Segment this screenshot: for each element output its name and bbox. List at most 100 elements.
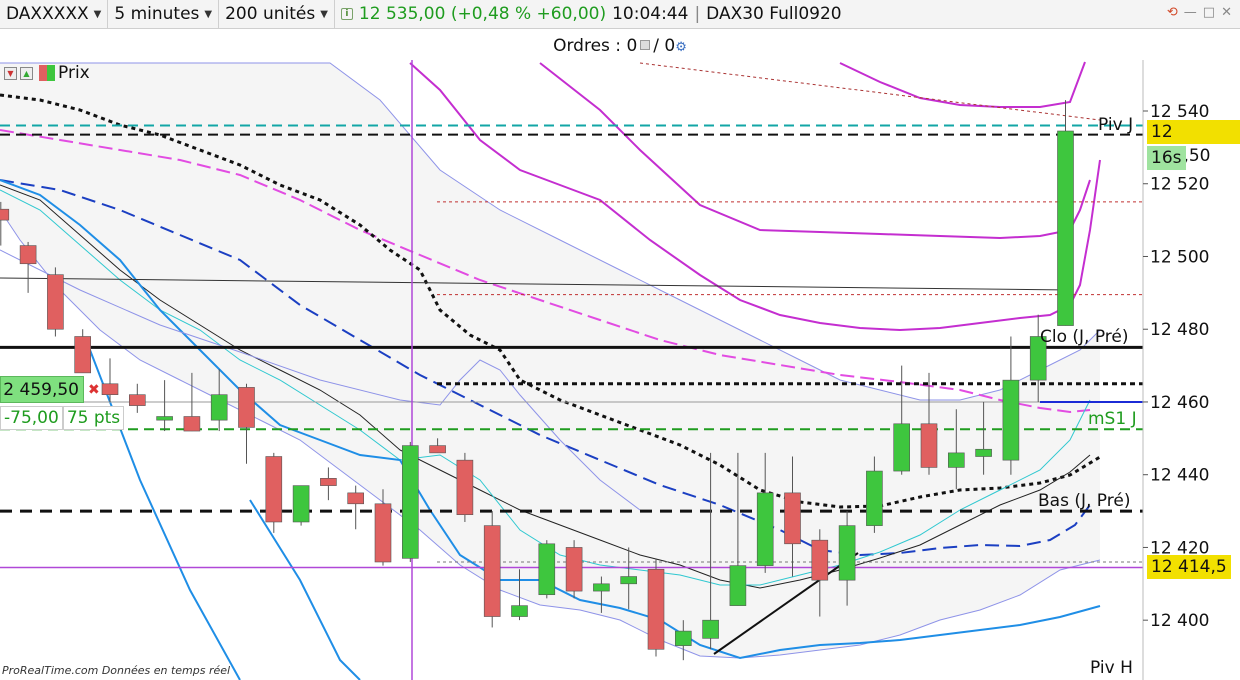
candle-down bbox=[811, 539, 829, 581]
bollinger-inner-line bbox=[0, 249, 641, 511]
black-thin-ma bbox=[0, 184, 1091, 589]
candle-down bbox=[265, 456, 283, 523]
blue-lower-line-2 bbox=[249, 499, 361, 680]
price-axis-label: 12 480 bbox=[1150, 320, 1209, 340]
candle-up bbox=[593, 583, 610, 592]
instrument-name: DAX30 Full0920 bbox=[706, 4, 842, 24]
price-chart[interactable]: 12 400 12 420 12 440 12 460 12 480 12 500 12 5… bbox=[0, 60, 1240, 680]
candle-up bbox=[756, 492, 774, 566]
candle-up bbox=[620, 576, 638, 585]
ms1-j-label: mS1 J bbox=[1088, 409, 1137, 429]
candle-up bbox=[511, 605, 528, 617]
price-swatch-icon bbox=[39, 65, 55, 81]
price-axis-label: 12 520 bbox=[1150, 175, 1209, 195]
info-icon[interactable]: i bbox=[340, 8, 353, 20]
candle-up bbox=[866, 470, 883, 526]
chevron-down-icon: ▼ bbox=[93, 8, 102, 20]
candle-down bbox=[101, 383, 119, 395]
candle-down bbox=[19, 245, 37, 265]
window-controls: ⟲ — □ ✕ bbox=[1167, 5, 1232, 20]
candle-down bbox=[320, 478, 337, 486]
refresh-icon[interactable]: ⟲ bbox=[1166, 5, 1178, 20]
price-alert[interactable]: 2 459,50 ✖ -75,00 75 pts bbox=[0, 376, 125, 430]
candle-up bbox=[729, 565, 747, 606]
price-quote: 12 535,00 (+0,48 % +60,00) bbox=[358, 4, 607, 24]
alert-pts: 75 pts bbox=[62, 406, 125, 430]
candle-up bbox=[893, 423, 911, 472]
orders-label: Ordres : 0 bbox=[553, 36, 638, 56]
candle-up bbox=[702, 619, 719, 639]
bollinger-band-fill bbox=[0, 63, 1100, 658]
candle-up bbox=[538, 543, 556, 596]
instrument-dropdown[interactable]: DAXXXXX ▼ bbox=[0, 0, 109, 29]
move-up-icon[interactable]: ▲ bbox=[20, 66, 33, 80]
candle-down bbox=[0, 208, 10, 221]
cursor-price-tag: 12 414,5 bbox=[1147, 555, 1231, 579]
magenta-dashed-ma bbox=[0, 129, 1091, 414]
close-icon[interactable]: ✕ bbox=[1221, 5, 1232, 20]
price-axis-label: 12 440 bbox=[1150, 466, 1209, 486]
candle-down bbox=[74, 336, 91, 374]
chart-legend: ▼ ▲ Prix bbox=[4, 63, 90, 83]
price-axis-label: 12 540 bbox=[1150, 102, 1209, 122]
trendline-red-dotted bbox=[639, 62, 1101, 121]
units-dropdown[interactable]: 200 unités ▼ bbox=[219, 0, 335, 29]
chevron-down-icon: ▼ bbox=[320, 8, 328, 20]
candle-up bbox=[210, 394, 228, 421]
alert-price[interactable]: 2 459,50 bbox=[0, 376, 84, 403]
minimize-icon[interactable]: — bbox=[1183, 5, 1197, 20]
candle-down bbox=[565, 547, 583, 592]
chevron-down-icon: ▼ bbox=[204, 8, 213, 20]
trendline-grey bbox=[0, 277, 1071, 291]
candle-up bbox=[838, 525, 856, 581]
bollinger-lower-line bbox=[0, 209, 1101, 659]
data-source-footer: ProRealTime.com Données en temps réel bbox=[2, 664, 231, 677]
candle-down bbox=[347, 492, 365, 505]
candle-down bbox=[374, 503, 392, 563]
bas-j-label: Bas (J, Pré) bbox=[1038, 491, 1130, 511]
instrument-label: DAXXXXX bbox=[6, 4, 89, 24]
candle-down bbox=[647, 568, 665, 650]
candle-up bbox=[292, 485, 310, 523]
candle-down bbox=[483, 525, 501, 617]
price-axis-label: 12 460 bbox=[1150, 393, 1209, 413]
units-label: 200 unités bbox=[225, 4, 316, 24]
price-axis-label: 12 420 bbox=[1150, 538, 1209, 558]
current-price-tag: 12 534,50 bbox=[1147, 120, 1240, 166]
candle-up bbox=[975, 448, 992, 457]
orders-list-icon[interactable] bbox=[640, 40, 651, 50]
move-down-icon[interactable]: ▼ bbox=[4, 66, 17, 80]
candle-down bbox=[456, 459, 474, 516]
separator-icon: | bbox=[694, 4, 701, 24]
interval-dropdown[interactable]: 5 minutes ▼ bbox=[108, 0, 220, 29]
candle-down bbox=[183, 416, 201, 432]
interval-label: 5 minutes bbox=[114, 4, 200, 24]
candle-down bbox=[47, 274, 64, 330]
quote-bar: i 12 535,00 (+0,48 % +60,00) 10:04:44 | … bbox=[335, 4, 842, 24]
maximize-icon[interactable]: □ bbox=[1202, 5, 1216, 20]
blue-dashed-ma bbox=[0, 179, 1091, 557]
piv-j-label: Piv J bbox=[1098, 115, 1133, 135]
cyan-ma bbox=[0, 189, 1091, 586]
quote-time: 10:04:44 bbox=[612, 4, 689, 24]
candle-down bbox=[129, 394, 146, 406]
candle-down bbox=[238, 387, 255, 428]
piv-h-label: Piv H bbox=[1090, 658, 1133, 678]
candle-up bbox=[947, 452, 965, 468]
candle-down bbox=[920, 423, 938, 468]
legend-label: Prix bbox=[58, 63, 90, 83]
black-dotted-ma bbox=[0, 93, 1101, 509]
candle-down bbox=[784, 492, 801, 545]
close-icon[interactable]: ✖ bbox=[88, 381, 100, 398]
gear-icon[interactable]: ⚙ bbox=[675, 40, 687, 55]
orders-bar: Ordres : 0 / 0⚙ bbox=[0, 36, 1240, 56]
bollinger-upper-line bbox=[0, 62, 1101, 401]
candle-up bbox=[674, 630, 692, 646]
countdown-tag: 16s bbox=[1147, 146, 1186, 170]
candle-up bbox=[1057, 130, 1074, 326]
toolbar: DAXXXXX ▼ 5 minutes ▼ 200 unités ▼ i 12 … bbox=[0, 0, 1240, 29]
support-trendline bbox=[713, 552, 859, 655]
candle-up bbox=[401, 445, 419, 559]
orders-second: / 0 bbox=[653, 36, 676, 56]
